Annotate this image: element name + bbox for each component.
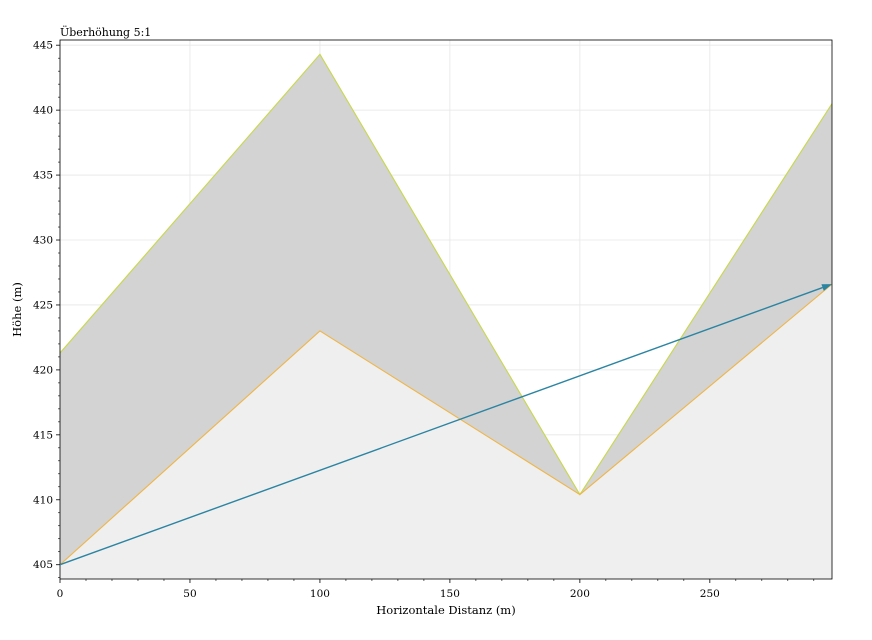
x-tick-label: 0 — [57, 588, 64, 600]
y-axis-title: Höhe (m) — [10, 282, 24, 337]
y-tick-label: 445 — [33, 40, 53, 52]
y-tick-label: 425 — [33, 299, 53, 311]
y-tick-label: 440 — [33, 105, 53, 117]
x-axis-title: Horizontale Distanz (m) — [376, 603, 515, 617]
x-tick-label: 250 — [700, 588, 720, 600]
x-tick-label: 50 — [183, 588, 196, 600]
arrow-layer — [59, 284, 832, 566]
x-tick-label: 150 — [440, 588, 460, 600]
sight-line — [59, 286, 823, 566]
exaggeration-note: Überhöhung 5:1 — [60, 25, 151, 39]
y-tick-label: 430 — [33, 235, 53, 247]
profile-area-2 — [60, 284, 832, 579]
profile-line-1 — [60, 53, 832, 496]
y-tick-label: 405 — [33, 559, 53, 571]
profile-line-2 — [60, 283, 832, 566]
sight-line-arrowhead — [821, 284, 832, 291]
y-tick-label: 410 — [33, 494, 53, 506]
x-tick-label: 100 — [310, 588, 330, 600]
x-tick-label: 200 — [570, 588, 590, 600]
plot-frame — [59, 39, 833, 580]
area-layer — [60, 54, 832, 579]
y-tick-label: 435 — [33, 170, 53, 182]
y-tick-label: 415 — [33, 429, 53, 441]
y-tick-label: 420 — [33, 364, 53, 376]
line-layer — [60, 53, 832, 566]
ticks: 0 50 100 150 200 250 405 410 415 420 425 430 435 440 4… — [33, 40, 815, 600]
